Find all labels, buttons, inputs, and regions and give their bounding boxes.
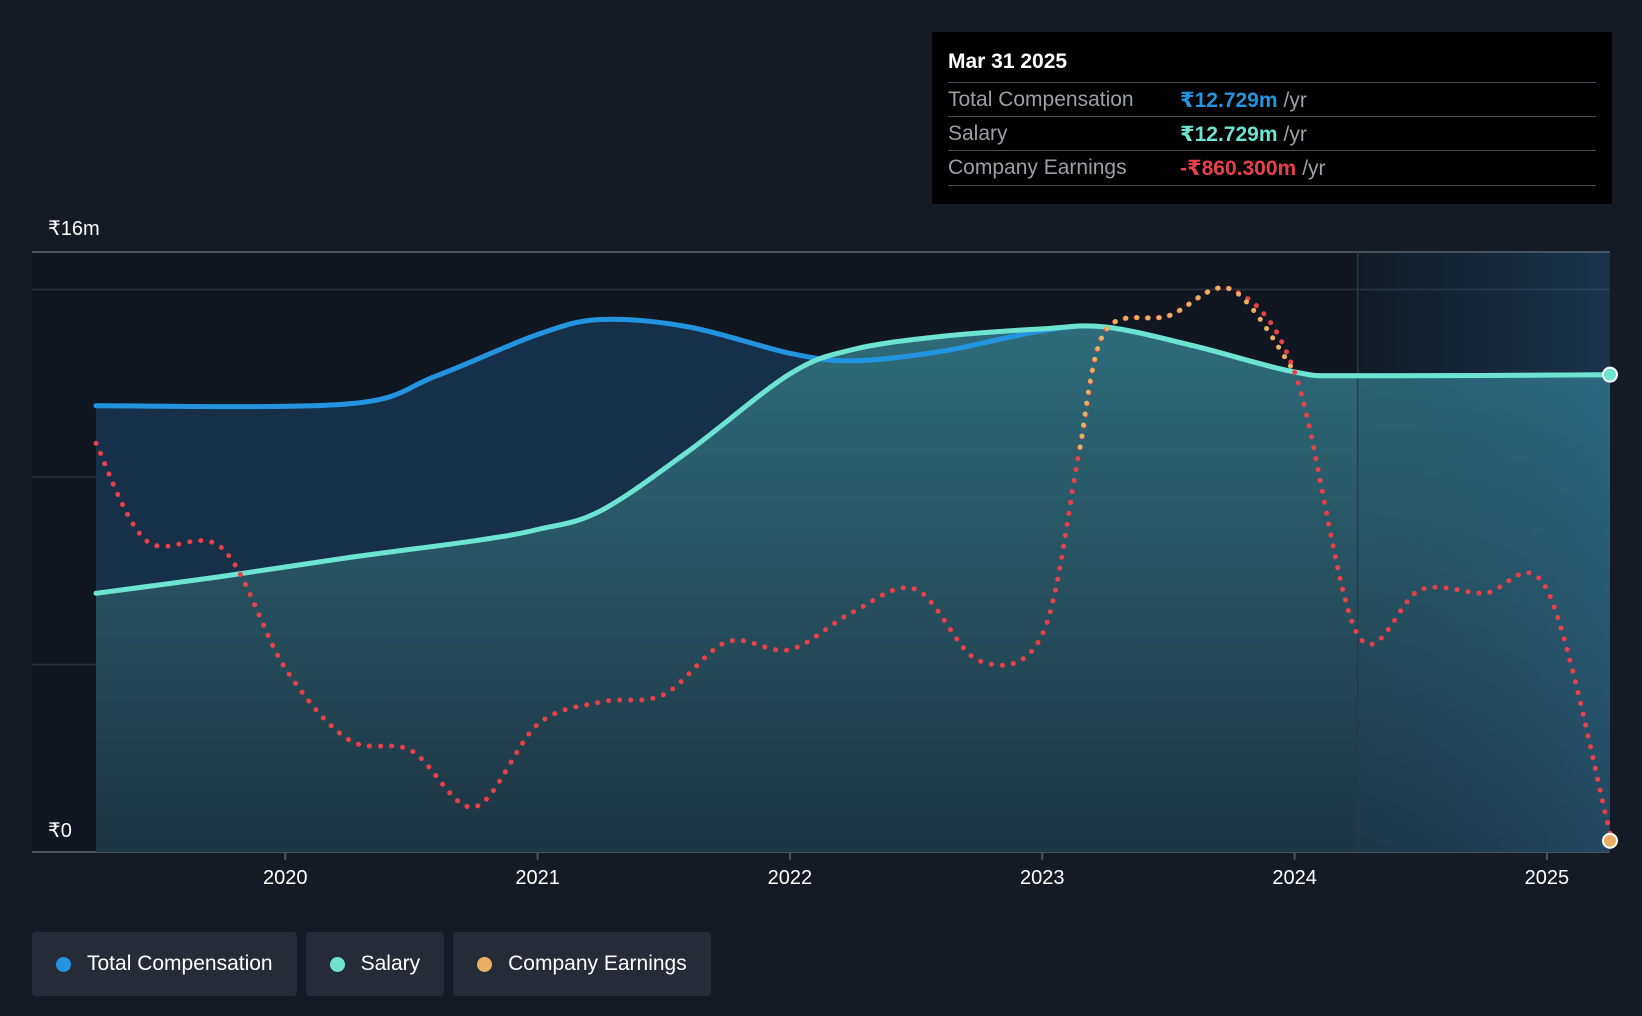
- legend-item-company-earnings[interactable]: Company Earnings: [453, 932, 711, 996]
- tooltip-unit: /yr: [1302, 157, 1326, 180]
- x-tick-label: 2022: [768, 867, 813, 889]
- legend-label: Company Earnings: [508, 952, 687, 975]
- legend-dot-icon: [477, 956, 493, 972]
- company-earnings-positive-segment: [1077, 285, 1298, 450]
- legend-dot-icon: [56, 956, 71, 972]
- x-tick-label: 2020: [263, 867, 308, 889]
- tooltip-label: Company Earnings: [948, 156, 1127, 179]
- legend-label: Salary: [360, 952, 421, 975]
- tooltip-label: Total Compensation: [948, 88, 1134, 111]
- company-earnings-line: [93, 285, 1613, 836]
- tooltip-value-total-compensation: ₹12.729m/yr: [1180, 88, 1307, 113]
- tooltip-date: Mar 31 2025: [948, 50, 1068, 73]
- tooltip-value: -₹860.300m: [1180, 157, 1297, 180]
- x-tick-label: 2024: [1272, 867, 1317, 889]
- tooltip-value: ₹12.729m: [1180, 89, 1278, 112]
- tooltip-row-salary: Salary ₹12.729m/yr: [948, 116, 1596, 151]
- x-tick-label: 2021: [515, 867, 560, 889]
- tooltip: Mar 31 2025 Total Compensation ₹12.729m /…: [932, 32, 1612, 204]
- forecast-shade: [1357, 252, 1610, 852]
- legend-label: Total Compensation: [87, 952, 273, 975]
- legend-item-total-compensation[interactable]: Total Compensation: [32, 932, 297, 996]
- legend-item-salary[interactable]: Salary: [305, 932, 445, 996]
- tooltip-unit: /yr: [1283, 123, 1307, 146]
- x-tick-label: 2025: [1525, 867, 1570, 889]
- tooltip-value-salary: ₹12.729m/yr: [1180, 122, 1307, 147]
- tooltip-value-company-earnings: -₹860.300m/yr: [1180, 156, 1326, 181]
- tooltip-unit: /yr: [1283, 89, 1307, 112]
- company-earnings-end-marker: [1602, 832, 1618, 849]
- salary-end-marker: [1602, 366, 1618, 383]
- end-markers: [1602, 366, 1618, 849]
- tooltip-row-total-compensation: Total Compensation ₹12.729m/yr: [948, 82, 1596, 117]
- tooltip-label: Salary: [948, 122, 1008, 145]
- tooltip-row-company-earnings: Company Earnings -₹860.300m/yr: [948, 150, 1596, 186]
- legend-dot-icon: [329, 956, 345, 972]
- x-tick-label: 2023: [1020, 867, 1065, 889]
- tooltip-value: ₹12.729m: [1180, 123, 1278, 146]
- y-axis-top-label: ₹16m: [48, 218, 100, 240]
- legend: Total Compensation Salary Company Earnin…: [32, 932, 711, 996]
- salary-line: [93, 323, 1613, 596]
- salary-area: [96, 325, 1610, 853]
- y-axis-bottom-label: ₹0: [48, 820, 72, 842]
- x-axis: 2020 2021 2022 2023 2024 2025: [263, 852, 1569, 889]
